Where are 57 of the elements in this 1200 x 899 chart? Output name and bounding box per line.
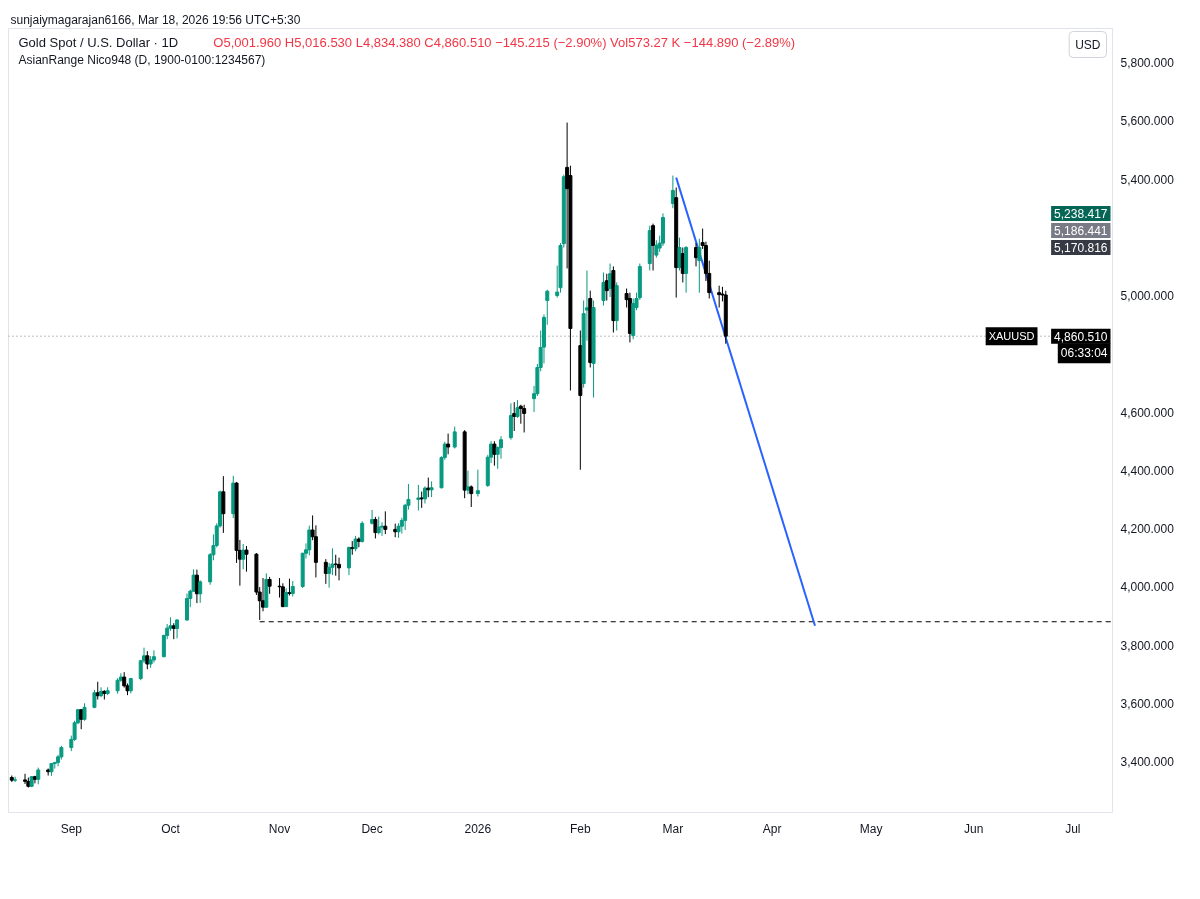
annotation: 5,238.417 <box>1054 207 1108 221</box>
candlestick <box>475 469 480 498</box>
y-tick-label: 3,800.000 <box>1120 638 1175 653</box>
x-tick-label: May <box>859 821 883 836</box>
x-tick-label: 2026 <box>464 821 492 836</box>
candlestick <box>241 543 246 570</box>
candlestick <box>469 484 474 508</box>
y-tick-label: 3,400.000 <box>1120 755 1175 770</box>
candlestick <box>360 520 365 544</box>
candlestick <box>601 272 606 306</box>
x-tick-label: Jun <box>964 821 984 836</box>
y-tick-label: 5,600.000 <box>1120 114 1175 129</box>
x-tick-label: Mar <box>662 821 684 836</box>
candlestick <box>198 579 203 604</box>
y-tick-label: 3,600.000 <box>1120 696 1175 711</box>
candlestick <box>356 536 361 548</box>
annotation: 06:33:04 <box>1060 346 1108 361</box>
x-tick-label: Feb <box>569 821 591 836</box>
candlestick <box>508 402 513 441</box>
candlestick <box>333 554 338 577</box>
candlestick <box>284 587 289 608</box>
candlestick <box>337 557 342 581</box>
candlestick <box>244 545 249 573</box>
candlestick <box>446 433 451 455</box>
text: Gold Spot / U.S. Dollar · 1D <box>18 35 179 50</box>
candlestick <box>307 525 312 556</box>
y-axis-title: USD <box>1075 37 1101 52</box>
y-tick-label: 5,400.000 <box>1120 172 1175 187</box>
ref-line-label: 4,860.510 <box>1054 329 1108 344</box>
candlestick <box>383 510 388 535</box>
annotation: XAUUSD <box>988 330 1035 343</box>
text: AsianRange Nico948 (D, 1900-0100:1234567) <box>18 52 266 67</box>
candlestick <box>151 649 156 664</box>
candlestick <box>522 404 527 433</box>
y-tick-label: 5,000.000 <box>1120 289 1175 304</box>
y-tick-label: 4,200.000 <box>1120 522 1175 537</box>
candlestick <box>23 773 28 785</box>
x-tick-label: Dec <box>361 821 383 836</box>
annotation: O5,001.960 H5,016.530 L4,834.380 C4,860.510 −145.215 (−2.90%) Vol573.27 K −144.890 (−2.89%) <box>213 35 796 50</box>
candlestick <box>492 440 497 467</box>
y-tick-label: 4,400.000 <box>1120 463 1175 478</box>
annotation: 5,170.816 <box>1054 241 1108 255</box>
x-tick-label: Jul <box>1065 821 1081 836</box>
y-tick-label: 4,600.000 <box>1120 405 1175 420</box>
x-tick-label: Nov <box>268 821 291 836</box>
annotation: 5,186.441 <box>1054 224 1108 238</box>
x-tick-label: Sep <box>60 821 83 836</box>
x-tick-label: Apr <box>762 821 782 836</box>
text: sunjaiymagarajan6166, Mar 18, 2026 19:56 UTC+5:30 <box>10 12 301 27</box>
x-tick-label: Oct <box>161 821 181 836</box>
candlestick <box>380 521 384 537</box>
y-tick-label: 4,000.000 <box>1120 580 1175 595</box>
candlestick <box>677 237 682 272</box>
candlestick <box>346 546 351 576</box>
candlestick <box>465 470 470 495</box>
candlestick <box>185 592 189 622</box>
y-tick-label: 5,800.000 <box>1120 56 1175 71</box>
